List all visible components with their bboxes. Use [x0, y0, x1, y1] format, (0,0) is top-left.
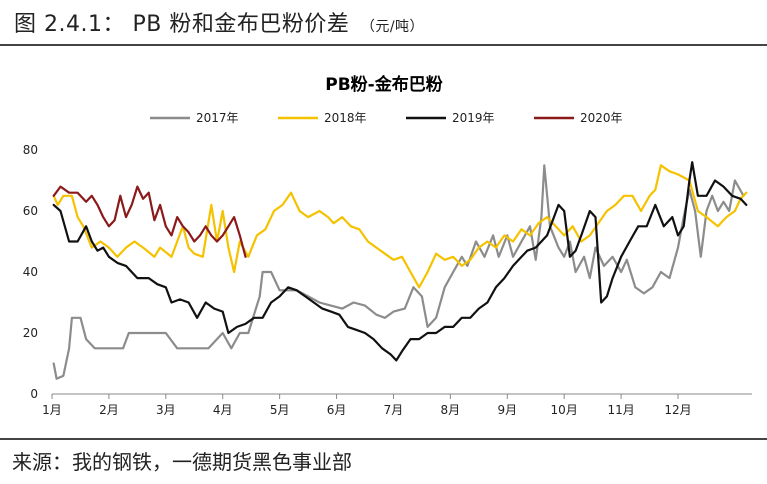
x-tick-label: 6月	[327, 403, 347, 417]
legend-entry: 2020年	[580, 111, 623, 125]
top-rule	[0, 44, 767, 46]
series-line-2020年	[52, 185, 247, 258]
series-line-2017年	[52, 164, 745, 380]
y-tick-label: 20	[23, 326, 38, 340]
bottom-rule	[0, 438, 767, 440]
x-tick-label: 2月	[99, 403, 119, 417]
legend-entry: 2017年	[196, 111, 239, 125]
x-tick-label: 5月	[270, 403, 290, 417]
y-tick-label: 80	[23, 143, 38, 157]
x-tick-label: 4月	[213, 403, 233, 417]
x-tick-label: 12月	[664, 403, 691, 417]
series-line-2019年	[52, 161, 748, 362]
legend-entry: 2018年	[324, 111, 367, 125]
x-tick-label: 11月	[607, 403, 634, 417]
x-tick-label: 7月	[384, 403, 404, 417]
axes: 0 20 40 60 80 1月 2月 3月 4月 5月 6月 7月 8月 9月 10月 11月 12月	[23, 143, 752, 417]
x-tick-label: 8月	[441, 403, 461, 417]
figure-label: 图 2.4.1：	[14, 12, 125, 37]
y-tick-label: 0	[30, 387, 38, 401]
y-tick-label: 60	[23, 204, 38, 218]
legend: 2017年 2018年 2019年 2020年	[150, 111, 623, 125]
line-chart: PB粉-金布巴粉 2017年 2018年 2019年 2020年 0 20 40 60 80 1…	[23, 74, 752, 417]
series-line-2018年	[52, 164, 748, 289]
legend-entry: 2019年	[452, 111, 495, 125]
y-tick-label: 40	[23, 265, 38, 279]
x-tick-label: 1月	[42, 403, 62, 417]
x-tick-label: 3月	[156, 403, 176, 417]
x-tick-label: 10月	[551, 403, 578, 417]
figure-unit: （元/吨）	[360, 19, 425, 35]
source-note: 来源：我的钢铁，一德期货黑色事业部	[12, 450, 352, 474]
x-tick-label: 9月	[497, 403, 517, 417]
figure-title: PB 粉和金布巴粉价差	[132, 12, 350, 37]
chart-title: PB粉-金布巴粉	[325, 74, 442, 95]
figure-caption: 图 2.4.1： PB 粉和金布巴粉价差 （元/吨）	[14, 6, 424, 38]
plot-area	[52, 161, 748, 380]
